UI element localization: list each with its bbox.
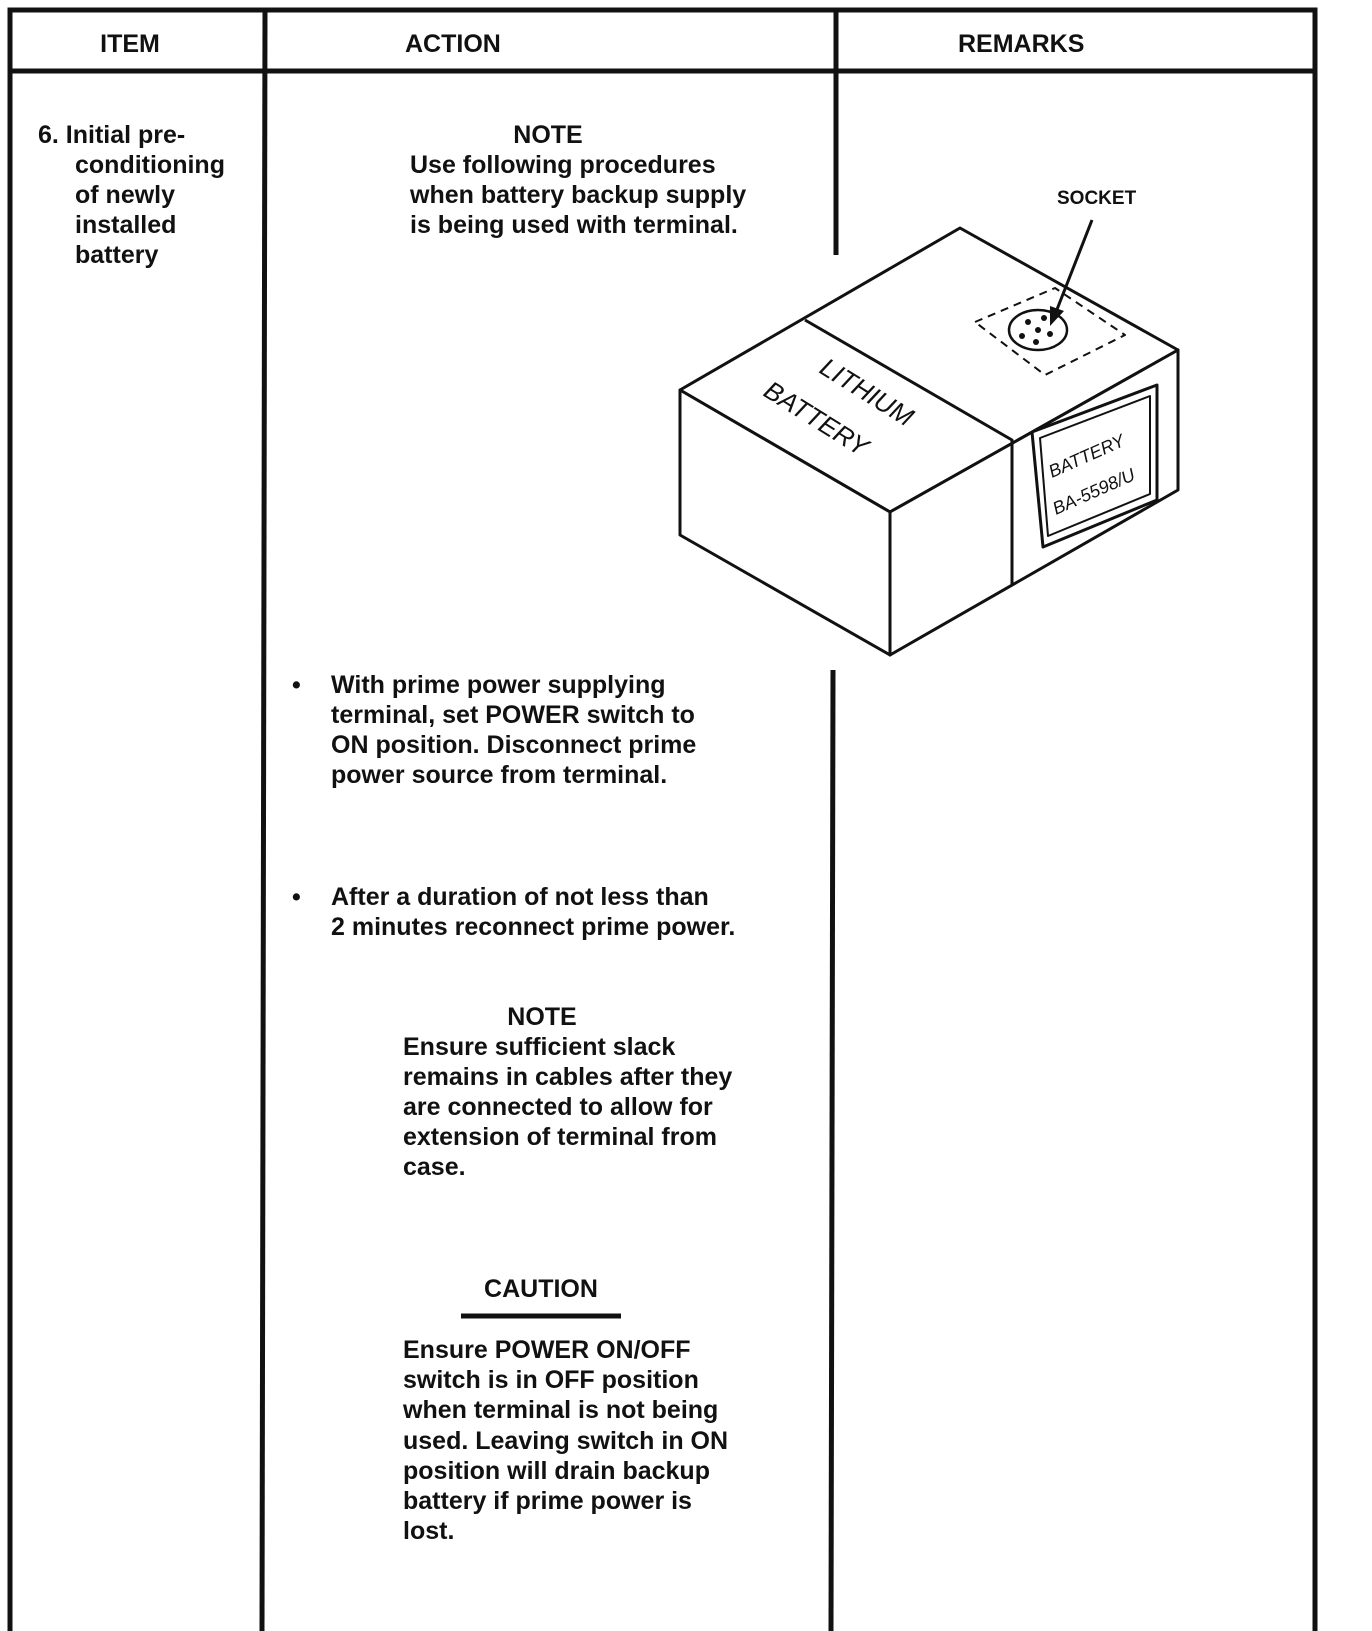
item-text: conditioning — [75, 151, 225, 179]
figure-label: SOCKET — [1057, 188, 1137, 209]
item-text: of newly — [75, 181, 176, 209]
step-text: ON position. Disconnect prime — [331, 731, 697, 759]
caution-heading: CAUTION — [484, 1275, 598, 1303]
step-text: power source from terminal. — [331, 761, 668, 789]
battery-illustration — [678, 219, 1180, 657]
note-text: case. — [403, 1153, 466, 1181]
caution-text: Ensure POWER ON/OFF — [403, 1336, 691, 1364]
note-text: are connected to allow for — [403, 1093, 713, 1121]
caution-text: lost. — [403, 1517, 455, 1546]
step-text: 2 minutes reconnect prime power. — [331, 913, 736, 941]
caution-text: when terminal is not being — [403, 1396, 719, 1425]
column-header: REMARKS — [958, 30, 1085, 58]
note-text: Use following procedures — [410, 151, 716, 179]
bullet: • — [292, 883, 301, 911]
item-text: installed — [75, 211, 177, 239]
note-text: is being used with terminal. — [410, 211, 738, 239]
note-heading: NOTE — [513, 121, 583, 149]
item-text: 6. Initial pre- — [38, 121, 186, 149]
caution-text: used. Leaving switch in ON — [403, 1426, 729, 1455]
note-text: when battery backup supply — [410, 181, 747, 209]
note-text: Ensure sufficient slack — [403, 1033, 676, 1061]
step-text: terminal, set POWER switch to — [331, 701, 695, 729]
caution-text: position will drain backup — [403, 1456, 710, 1485]
step-text: After a duration of not less than — [331, 883, 709, 911]
note-heading: NOTE — [507, 1003, 577, 1031]
note-text: extension of terminal from — [403, 1123, 717, 1151]
column-header: ITEM — [100, 30, 160, 58]
column-header: ACTION — [405, 30, 501, 58]
caution-text: switch is in OFF position — [403, 1366, 699, 1395]
note-text: remains in cables after they — [403, 1063, 733, 1091]
bullet: • — [292, 671, 301, 699]
caution-text: battery if prime power is — [403, 1487, 692, 1515]
step-text: With prime power supplying — [331, 671, 666, 699]
item-text: battery — [75, 241, 159, 269]
